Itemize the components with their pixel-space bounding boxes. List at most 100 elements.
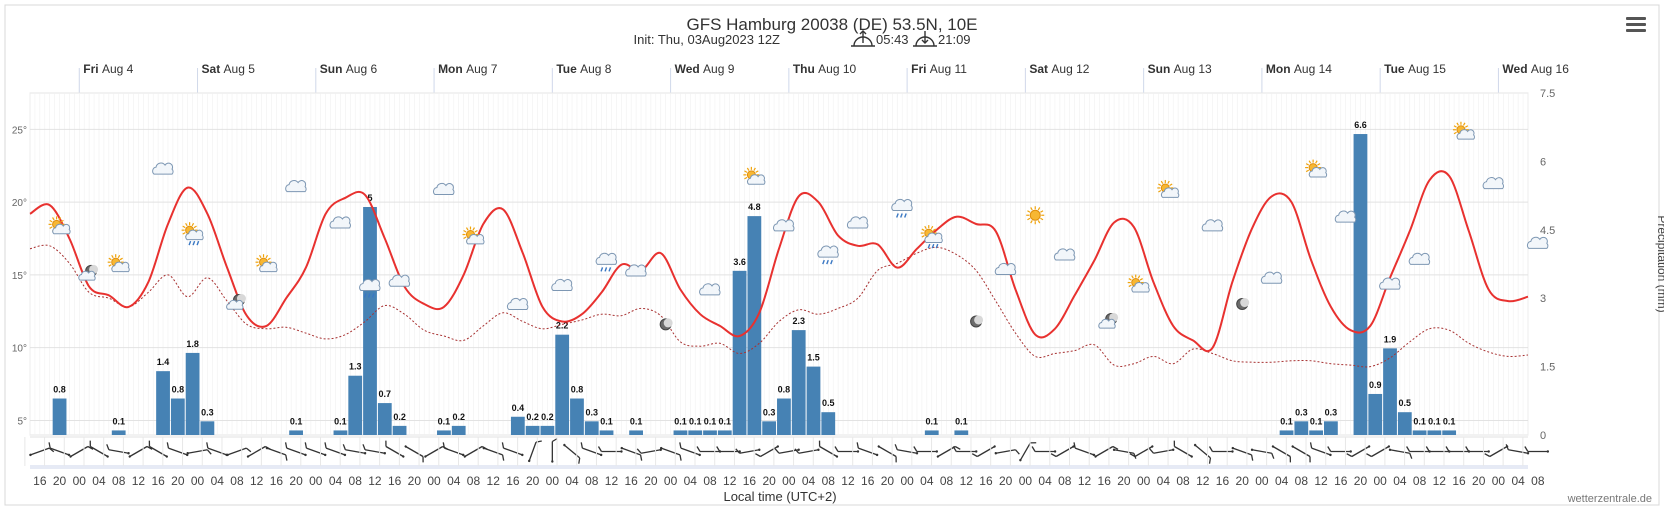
wind-tip: [69, 455, 72, 458]
precipitation-bar: [629, 430, 643, 435]
wind-shaft: [247, 445, 266, 458]
precipitation-value-label: 6.6: [1354, 120, 1367, 130]
hour-tick-label: 16: [1452, 474, 1466, 488]
cloud-shape: [466, 234, 485, 245]
precipitation-bar: [348, 375, 363, 435]
wind-barb-icon: [794, 448, 820, 454]
wind-tip: [698, 453, 701, 457]
wind-barb-icon: [1465, 446, 1490, 453]
wind-feather: [1465, 446, 1470, 452]
cloud-shape: [1308, 167, 1328, 178]
day-label: Tue Aug 15: [1384, 62, 1446, 76]
wind-tip: [127, 452, 130, 455]
partly-sunny-icon: [1452, 121, 1475, 140]
cloud-shape: [773, 219, 795, 232]
wind-tip: [915, 452, 919, 455]
wind-tip: [875, 453, 879, 457]
sun-ray: [49, 226, 53, 229]
sun-ray: [465, 227, 469, 231]
wind-tip: [1387, 445, 1391, 448]
precipitation-axis: Precipitation (mm) 0 1.5 3 4.5 6 7.5: [1540, 88, 1664, 442]
precipitation-value-label: 1.9: [1384, 334, 1397, 344]
cloud-icon: [388, 274, 411, 287]
rain-drop: [822, 259, 825, 265]
precipitation-bar: [510, 416, 525, 435]
hour-tick-label: 20: [171, 474, 185, 488]
hour-tick-label: 08: [940, 474, 954, 488]
sun-ray: [921, 228, 925, 232]
hour-tick-label: 08: [230, 474, 244, 488]
wind-barb-icon: [1291, 445, 1311, 463]
sun-ray: [1305, 163, 1310, 166]
hour-tick-label: 04: [447, 474, 461, 488]
wind-shaft: [1292, 445, 1311, 458]
wind-barb-icon: [1073, 442, 1096, 457]
cloud-shape: [1482, 177, 1505, 190]
wind-feather: [636, 448, 642, 454]
rain-drop: [900, 213, 903, 218]
wind-feather: [834, 446, 839, 452]
wind-shaft: [129, 445, 148, 458]
rain-drop: [604, 267, 608, 272]
chart-menu-button[interactable]: [1624, 14, 1648, 38]
precipitation-bar: [52, 398, 67, 435]
wind-feather: [146, 445, 153, 450]
wind-feather: [422, 456, 424, 463]
wind-tip: [106, 455, 109, 458]
rain-drop: [935, 243, 939, 249]
cloud-icon: [506, 297, 529, 310]
precipitation-value-label: 4.8: [748, 202, 761, 212]
precipitation-bar: [688, 430, 703, 435]
cloud-icon: [773, 219, 795, 232]
hour-tick-label: 12: [132, 474, 146, 488]
sun-ray: [1037, 220, 1041, 224]
wind-feather: [551, 437, 558, 443]
wind-tip: [527, 459, 531, 463]
cloud-icon: [1053, 248, 1076, 261]
precipitation-value-label: 0.3: [201, 407, 214, 417]
hour-tick-label: 08: [1176, 474, 1190, 488]
hour-axis: 16 20 00 04 08 12 16 20 00 04 08 12 16 20 00 04 08 12 16 20…: [30, 467, 1545, 488]
wind-barb-icon: [755, 445, 780, 458]
hour-tick-label: 04: [211, 474, 225, 488]
sun-ray: [1158, 183, 1162, 186]
precipitation-value-label: 1.3: [349, 362, 362, 372]
hour-tick-label: 20: [408, 474, 422, 488]
wind-barb-icon: [952, 446, 978, 453]
wind-tip: [975, 450, 978, 453]
cloud-shape: [1526, 236, 1549, 249]
cloud-shape: [359, 278, 381, 292]
wind-tip: [817, 448, 820, 451]
wind-feather: [324, 442, 327, 449]
precipitation-bar: [584, 421, 599, 435]
wind-shaft: [1311, 447, 1331, 456]
wind-shaft: [819, 445, 838, 458]
wind-shaft: [90, 445, 108, 458]
hour-tick-label: 00: [309, 474, 323, 488]
wind-tip: [1231, 450, 1234, 453]
wind-tip: [758, 448, 761, 451]
wind-feather: [639, 454, 643, 461]
cloud-shape: [226, 299, 244, 310]
wind-shaft: [660, 447, 681, 456]
sun-disc: [1029, 209, 1041, 221]
wind-tip: [226, 453, 229, 457]
hour-tick-label: 20: [1236, 474, 1250, 488]
wind-tip: [856, 450, 860, 453]
wind-shaft: [345, 449, 366, 454]
hour-tick-label: 16: [861, 474, 875, 488]
cloud-shape: [924, 232, 943, 243]
precipitation-tick-label: 6: [1540, 156, 1546, 168]
cloud-shape: [1201, 219, 1224, 232]
precipitation-bar: [555, 334, 570, 435]
wind-tip: [186, 452, 189, 455]
wind-feather: [87, 445, 94, 450]
sun-ray: [117, 254, 121, 259]
partly-sunny-icon: [1305, 159, 1328, 178]
precipitation-value-label: 2.3: [792, 316, 805, 326]
wind-shaft: [1113, 449, 1134, 454]
wind-shaft: [1232, 447, 1252, 456]
wind-tip: [463, 455, 467, 458]
wind-feather: [1112, 445, 1119, 450]
